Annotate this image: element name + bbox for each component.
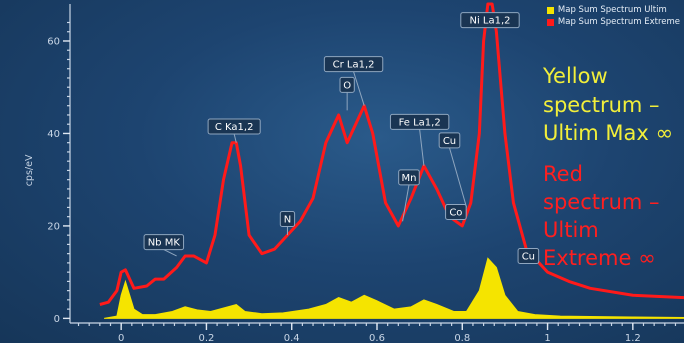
x-tick-label: 0.4 (284, 333, 300, 343)
y-tick-label: 40 (47, 129, 60, 140)
annotation-box (438, 132, 461, 149)
annotation-box (339, 76, 355, 93)
annotation-leader (449, 147, 468, 208)
overlay-red-line: Red (543, 162, 583, 186)
x-tick-label: 1.2 (625, 333, 641, 343)
annotation-box (460, 12, 520, 29)
annotation-label: Cu (443, 136, 456, 147)
annotation-leader (233, 133, 237, 143)
x-tick-label: 0.6 (369, 333, 385, 343)
legend[interactable]: Map Sum Spectrum Ultim Map Sum Spectrum … (546, 4, 680, 28)
annotation-label: Fe La1,2 (399, 117, 441, 128)
annotation-label: Cu (522, 251, 535, 262)
series-yellow-area (104, 257, 684, 319)
overlay-yellow-line: Yellow (543, 64, 608, 88)
annotation-box (517, 247, 540, 264)
y-tick-label: 20 (47, 221, 60, 232)
annotation-box (445, 204, 467, 221)
x-tick-label: 0.8 (454, 333, 470, 343)
legend-item-yellow[interactable]: Map Sum Spectrum Ultim (546, 4, 680, 16)
y-axis-label: cps/eV (24, 154, 35, 186)
annotation-label: Mn (401, 173, 416, 184)
annotation-label: Cr La1,2 (333, 60, 375, 71)
annotation-box (398, 169, 420, 186)
annotation-leader (402, 184, 410, 222)
annotation-leader (419, 129, 425, 166)
legend-label-yellow: Map Sum Spectrum Ultim (557, 5, 667, 15)
annotation-box (389, 113, 450, 130)
overlay-red-line: Extreme ∞ (543, 246, 656, 270)
annotation-label: C Ka1,2 (215, 122, 254, 133)
legend-swatch-red (546, 18, 554, 26)
legend-label-red: Map Sum Spectrum Extreme (557, 17, 680, 27)
annotation-label: Co (449, 208, 462, 219)
annotation-leader (163, 249, 177, 257)
overlay-red-line: Ultim (543, 218, 599, 242)
x-tick-label: 0.2 (198, 333, 214, 343)
annotation-box (323, 56, 384, 73)
annotation-leader (353, 71, 365, 106)
annotation-label: N (284, 214, 291, 225)
annotation-box (207, 118, 261, 135)
overlay-red-line: spectrum – (543, 190, 660, 214)
overlay-yellow-line: spectrum – (543, 93, 660, 117)
annotation-box (143, 234, 185, 251)
annotation-label: O (343, 80, 351, 91)
annotation-label: Nb MK (148, 238, 181, 249)
annotation-label: Ni La1,2 (469, 16, 510, 27)
y-tick-label: 0 (54, 314, 60, 325)
legend-item-red[interactable]: Map Sum Spectrum Extreme (546, 16, 680, 28)
annotation-box (279, 210, 296, 227)
y-tick-label: 60 (47, 36, 60, 47)
x-tick-label: 0 (118, 333, 124, 343)
overlay-yellow-line: Ultim Max ∞ (543, 121, 673, 145)
x-tick-label: 1 (544, 333, 550, 343)
legend-swatch-yellow (546, 6, 554, 14)
